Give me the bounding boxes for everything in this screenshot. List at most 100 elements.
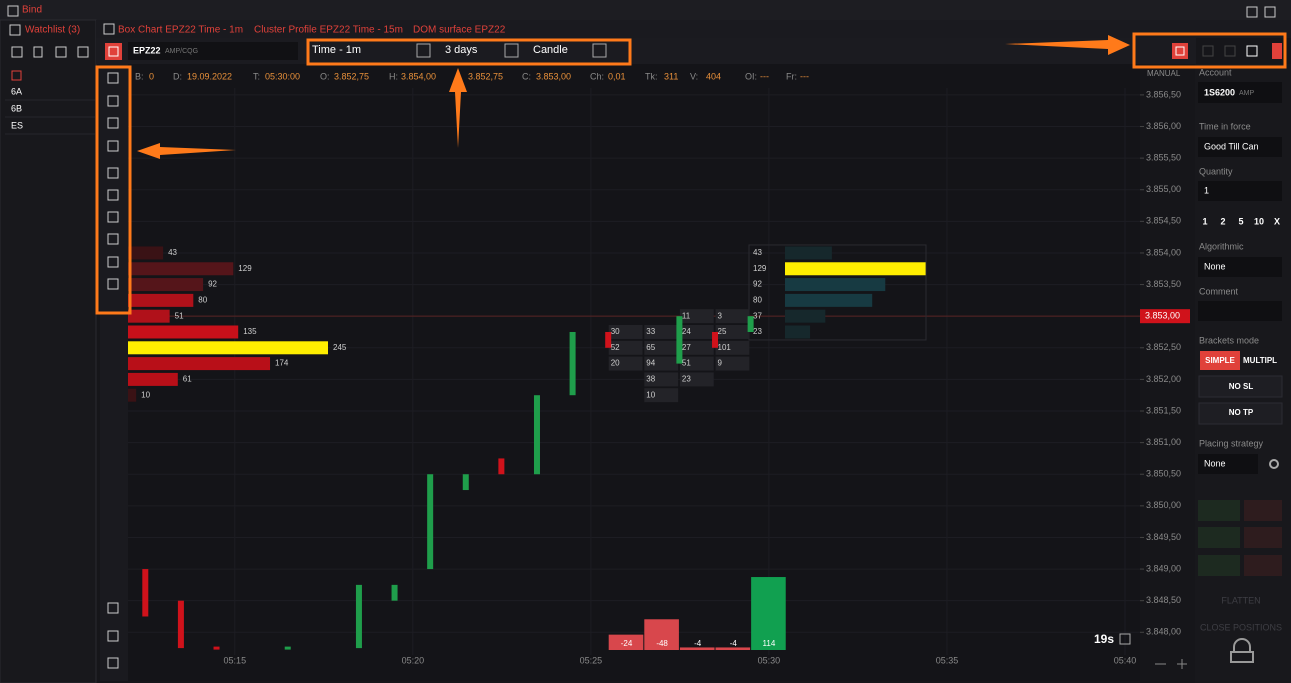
algo-select[interactable] <box>1198 257 1282 277</box>
tab[interactable]: Box Chart EPZ22 Time - 1m <box>118 25 243 36</box>
checkbox[interactable] <box>416 43 431 58</box>
flatten[interactable]: FLATTEN <box>1221 595 1260 605</box>
x-tick-label: 05:35 <box>936 655 959 665</box>
tool-button[interactable] <box>107 233 119 245</box>
algo: None <box>1204 261 1226 271</box>
quantity-preset[interactable]: 2 <box>1220 216 1225 226</box>
candle-body <box>142 569 149 617</box>
cluster-value: 51 <box>682 359 691 368</box>
checkbox[interactable] <box>103 23 115 35</box>
checkbox[interactable] <box>9 24 21 36</box>
zoom-in[interactable] <box>1177 659 1187 669</box>
watchlist-symbol[interactable]: 6A <box>11 86 22 96</box>
tool-button[interactable] <box>107 657 119 669</box>
toolbar-button[interactable] <box>105 43 122 60</box>
checkbox[interactable] <box>592 43 607 58</box>
chart-style[interactable]: Candle <box>533 44 568 56</box>
quantity-preset[interactable]: 1 <box>1202 216 1207 226</box>
sell-button[interactable] <box>1244 500 1282 521</box>
bracket-mode[interactable]: MULTIPL <box>1243 356 1277 365</box>
strategy-select[interactable] <box>1198 454 1258 474</box>
tab[interactable]: Cluster Profile EPZ22 Time - 15m <box>254 25 403 36</box>
tool-button[interactable] <box>107 602 119 614</box>
tool-button[interactable] <box>107 95 119 107</box>
comment-input[interactable] <box>1198 301 1282 321</box>
candle-body <box>533 395 540 475</box>
settings-icon[interactable] <box>1269 459 1279 469</box>
sell-button[interactable] <box>1244 527 1282 548</box>
sell-button[interactable] <box>1244 555 1282 576</box>
watchlist-tool[interactable] <box>33 46 43 58</box>
close-positions[interactable]: CLOSE POSITIONS <box>1200 622 1282 632</box>
watchlist-tool[interactable] <box>77 46 89 58</box>
symbol-box[interactable] <box>128 42 298 60</box>
tool-button[interactable] <box>107 167 119 179</box>
tif-select[interactable] <box>1198 137 1282 157</box>
info-value: 3.853,00 <box>536 71 571 81</box>
window-button[interactable] <box>1264 6 1276 18</box>
buy-button[interactable] <box>1198 555 1240 576</box>
cluster-value: 101 <box>718 343 732 352</box>
quantity-input[interactable] <box>1198 181 1282 201</box>
account-select[interactable] <box>1198 82 1282 103</box>
tool-button[interactable] <box>107 630 119 642</box>
timeframe[interactable]: Time - 1m <box>312 44 361 56</box>
period[interactable]: 3 days <box>445 44 478 56</box>
cluster-cell <box>715 324 750 339</box>
no-sl-button[interactable] <box>1198 375 1283 398</box>
quantity-preset[interactable]: X <box>1274 216 1280 226</box>
field-label: Account <box>1199 67 1232 77</box>
toolbar-button[interactable] <box>1272 43 1282 59</box>
tab[interactable]: DOM surface EPZ22 <box>413 25 506 36</box>
quantity-preset[interactable]: 10 <box>1254 216 1264 226</box>
toolbar-button[interactable] <box>1224 45 1236 57</box>
toolbar-button[interactable] <box>1246 45 1258 57</box>
buy-button[interactable] <box>1198 527 1240 548</box>
window-button[interactable] <box>1246 6 1258 18</box>
window-icon <box>7 5 19 17</box>
x-tick-label: 05:25 <box>580 655 603 665</box>
tool-button[interactable] <box>107 117 119 129</box>
tool-button[interactable] <box>107 140 119 152</box>
profile-label: 10 <box>141 390 150 399</box>
checkbox[interactable] <box>1119 633 1131 645</box>
watchlist-symbol[interactable]: 6B <box>11 103 22 113</box>
checkbox[interactable] <box>504 43 519 58</box>
chart: 3.848,00 3.848,50 3.849,00 3.849,50 3.850,00… <box>128 88 1190 665</box>
cluster-value: 20 <box>611 359 620 368</box>
delta-label: -4 <box>730 639 738 648</box>
profile-label: 43 <box>168 248 177 257</box>
tool-button[interactable] <box>107 211 119 223</box>
no-tp-button[interactable] <box>1198 402 1283 425</box>
quantity-preset[interactable]: 5 <box>1238 216 1243 226</box>
highlight-box <box>306 38 632 66</box>
cluster-cell <box>608 356 643 371</box>
watchlist-symbol[interactable]: ES <box>11 120 23 130</box>
cluster-cell <box>715 340 750 355</box>
y-tick-label: 3.852,00 <box>1146 374 1181 384</box>
tool-button[interactable] <box>107 189 119 201</box>
profile-label: 51 <box>175 311 184 320</box>
bracket-button[interactable] <box>1200 351 1240 370</box>
cluster-value: 65 <box>646 343 655 352</box>
tool-button[interactable] <box>107 278 119 290</box>
lock-icon[interactable] <box>1230 638 1254 663</box>
tif: Good Till Can <box>1204 141 1259 151</box>
cluster-cell <box>608 340 643 355</box>
y-tick-label: 3.855,50 <box>1146 153 1181 163</box>
watchlist-tool[interactable] <box>11 46 23 58</box>
toolbar-button[interactable] <box>1172 43 1188 59</box>
tool-button[interactable] <box>107 256 119 268</box>
highlight-box <box>1132 32 1287 69</box>
cluster-cell <box>608 324 643 339</box>
tool-button[interactable] <box>107 72 119 84</box>
toolbar-button[interactable] <box>1202 45 1214 57</box>
quantity: 1 <box>1204 185 1209 195</box>
toolbar-icon <box>108 46 119 57</box>
toolbar-icon <box>1175 46 1185 56</box>
watchlist-tool[interactable] <box>55 46 67 58</box>
feed: AMP/CQG <box>165 48 198 55</box>
price-scale-mode[interactable]: MANUAL <box>1147 69 1181 78</box>
buy-button[interactable] <box>1198 500 1240 521</box>
dom-bar <box>785 309 826 323</box>
